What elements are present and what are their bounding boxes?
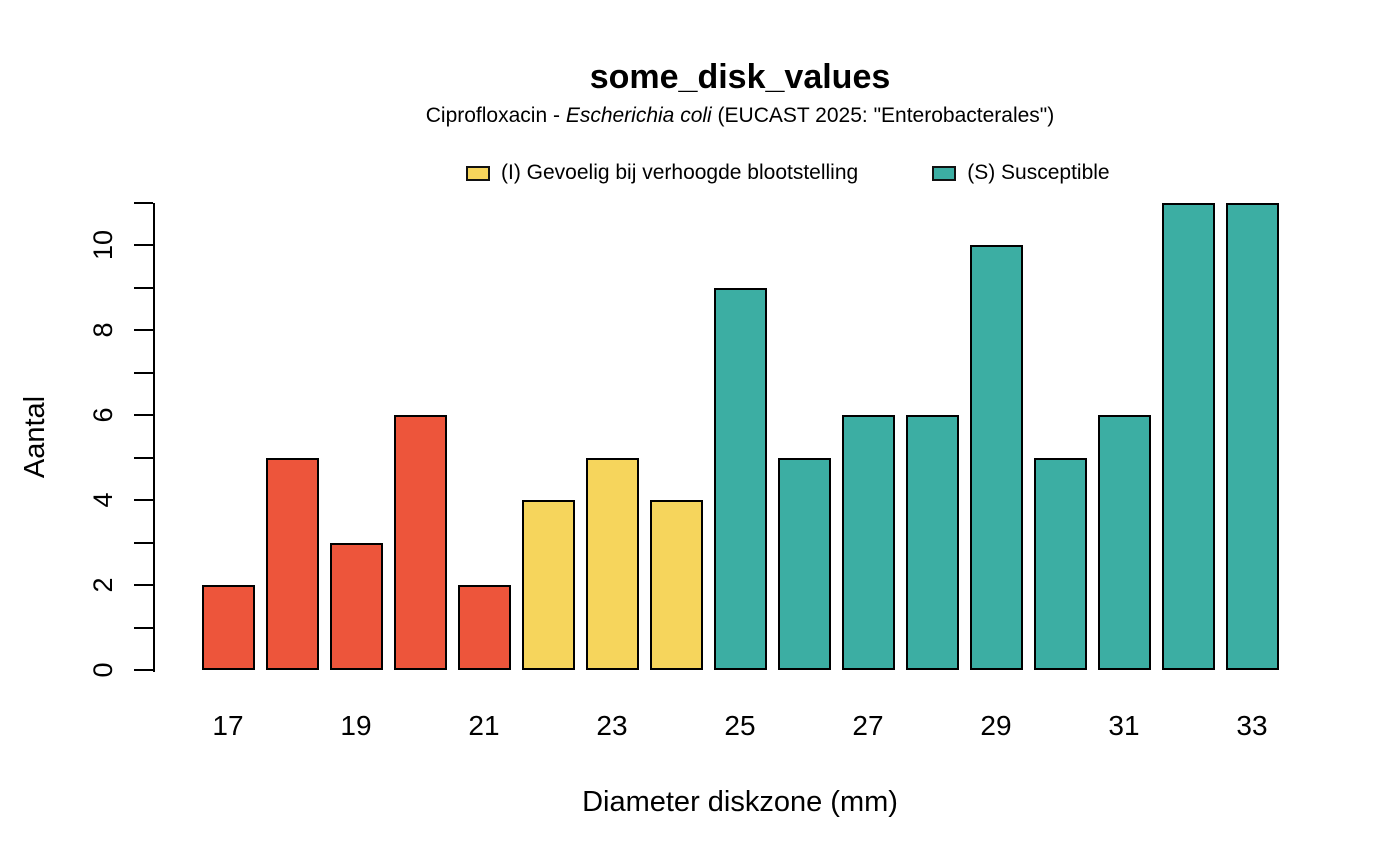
bar-20 [393,415,447,670]
y-axis-tick [134,541,153,544]
x-tick-label: 25 [724,710,756,741]
subtitle-organism: Escherichia coli [565,104,712,127]
y-axis-tick [134,244,153,247]
chart-title: some_disk_values [589,58,891,96]
y-axis-tick [134,329,153,332]
x-tick-label: 17 [212,710,244,741]
bar-25 [713,288,767,670]
chart-legend: (I) Gevoelig bij verhoogde blootstelling… [466,159,1110,187]
y-axis-tick [134,584,153,587]
legend-label-susceptible: (S) Susceptible [967,161,1110,184]
bar-19 [329,543,383,670]
bar-32 [1161,203,1215,670]
bar-33 [1225,203,1279,670]
x-tick-label: 27 [852,710,884,741]
y-tick-label: 0 [87,662,118,678]
bar-17 [201,585,255,670]
bar-26 [777,458,831,670]
x-tick-label: 19 [340,710,372,741]
chart-subtitle: Ciprofloxacin - Escherichia coli (EUCAST… [0,104,1400,128]
x-tick-label: 23 [596,710,628,741]
y-axis-tick [134,669,153,671]
bar-29 [969,245,1023,670]
legend-swatch-intermediate-icon [466,165,490,181]
y-tick-label: 6 [87,407,118,423]
y-axis-tick [134,286,153,289]
bar-21 [457,585,511,670]
bar-30 [1033,458,1087,670]
bar-23 [585,458,639,670]
bar-18 [265,458,319,670]
bar-22 [521,500,575,670]
y-axis-line [153,203,155,672]
y-axis-title: Aantal [18,395,51,479]
y-tick-label: 2 [87,577,118,593]
subtitle-antibiotic: Ciprofloxacin - [425,104,566,127]
bar-28 [905,415,959,670]
bar-27 [841,415,895,670]
subtitle-guideline: (EUCAST 2025: "Enterobacterales") [711,104,1055,127]
legend-label-intermediate: (I) Gevoelig bij verhoogde blootstelling [501,161,859,184]
x-tick-label: 33 [1236,710,1268,741]
legend-swatch-susceptible-icon [932,165,957,181]
x-tick-label: 29 [980,710,1012,741]
y-axis-tick [134,202,153,204]
y-axis-tick [134,499,153,502]
x-tick-label: 21 [468,710,500,741]
y-axis-tick [134,626,153,629]
bar-24 [649,500,703,670]
y-tick-label: 10 [87,230,118,261]
bar-31 [1097,415,1151,670]
x-axis-title: Diameter diskzone (mm) [582,786,898,818]
y-axis-tick [134,456,153,459]
y-tick-label: 8 [87,322,118,338]
legend-item-susceptible: (S) Susceptible [932,161,1110,185]
legend-item-intermediate: (I) Gevoelig bij verhoogde blootstelling [466,161,858,185]
y-tick-label: 4 [87,492,118,508]
y-axis-tick [134,414,153,417]
y-axis-tick [134,371,153,374]
x-tick-label: 31 [1108,710,1140,741]
